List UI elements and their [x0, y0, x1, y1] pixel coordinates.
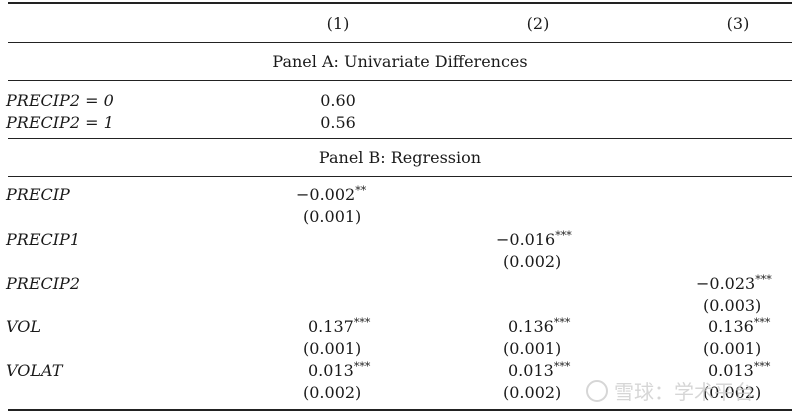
- column-header-1: (1): [326, 14, 350, 33]
- precip-label: PRECIP: [6, 185, 70, 204]
- watermark-text: 雪球：学术平台: [614, 380, 754, 404]
- volat-se-col2: (0.002): [503, 383, 562, 402]
- bottom-rule: [8, 409, 792, 411]
- panel-b-top-rule: [8, 138, 792, 139]
- panel-a-title-rule: [8, 80, 792, 81]
- precip2-coef-col3: −0.023***: [696, 273, 772, 293]
- volat-coef-col3: 0.013***: [708, 360, 771, 380]
- panel-b-title: Panel B: Regression: [318, 148, 482, 167]
- vol-coef-col3: 0.136***: [708, 316, 771, 336]
- header-rule: [8, 42, 792, 43]
- precip1-coef-col2: −0.016***: [496, 229, 572, 249]
- vol-label: VOL: [6, 317, 42, 336]
- panel-a-row-value: 0.60: [320, 91, 356, 110]
- vol-se-col2: (0.001): [503, 339, 562, 358]
- vol-se-col3: (0.001): [703, 339, 762, 358]
- volat-coef-col2: 0.013***: [508, 360, 571, 380]
- panel-a-row-value: 0.56: [320, 113, 356, 132]
- precip2-label: PRECIP2: [6, 274, 80, 293]
- panel-a-row-label: PRECIP2 = 1: [6, 113, 114, 132]
- panel-a-title: Panel A: Univariate Differences: [272, 52, 528, 71]
- precip-se-col1: (0.001): [303, 207, 362, 226]
- vol-coef-col2: 0.136***: [508, 316, 571, 336]
- panel-a-row-label: PRECIP2 = 0: [6, 91, 114, 110]
- precip2-se-col3: (0.003): [703, 296, 762, 315]
- precip1-label: PRECIP1: [6, 230, 80, 249]
- column-header-3: (3): [726, 14, 750, 33]
- watermark: 雪球：学术平台: [586, 376, 754, 405]
- column-header-2: (2): [526, 14, 550, 33]
- panel-b-title-rule: [8, 176, 792, 177]
- precip-coef-col1: −0.002**: [296, 184, 367, 204]
- top-rule: [8, 2, 792, 4]
- volat-label: VOLAT: [6, 361, 63, 380]
- volat-coef-col1: 0.013***: [308, 360, 371, 380]
- volat-se-col1: (0.002): [303, 383, 362, 402]
- snowball-logo-icon: [586, 380, 608, 402]
- precip1-se-col2: (0.002): [503, 252, 562, 271]
- vol-se-col1: (0.001): [303, 339, 362, 358]
- volat-se-col3: (0.002): [703, 383, 762, 402]
- vol-coef-col1: 0.137***: [308, 316, 371, 336]
